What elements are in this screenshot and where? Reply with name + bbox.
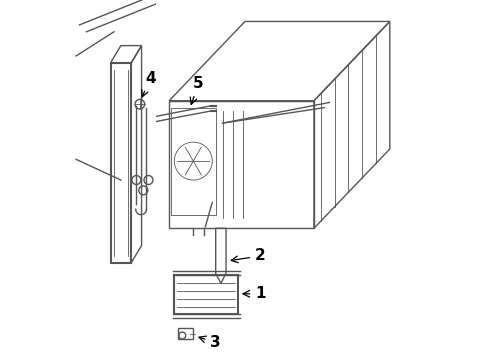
Text: 2: 2 (231, 248, 266, 264)
Text: 1: 1 (243, 286, 266, 301)
Text: 3: 3 (199, 335, 221, 350)
Text: 5: 5 (190, 76, 204, 104)
Text: 4: 4 (142, 71, 155, 97)
